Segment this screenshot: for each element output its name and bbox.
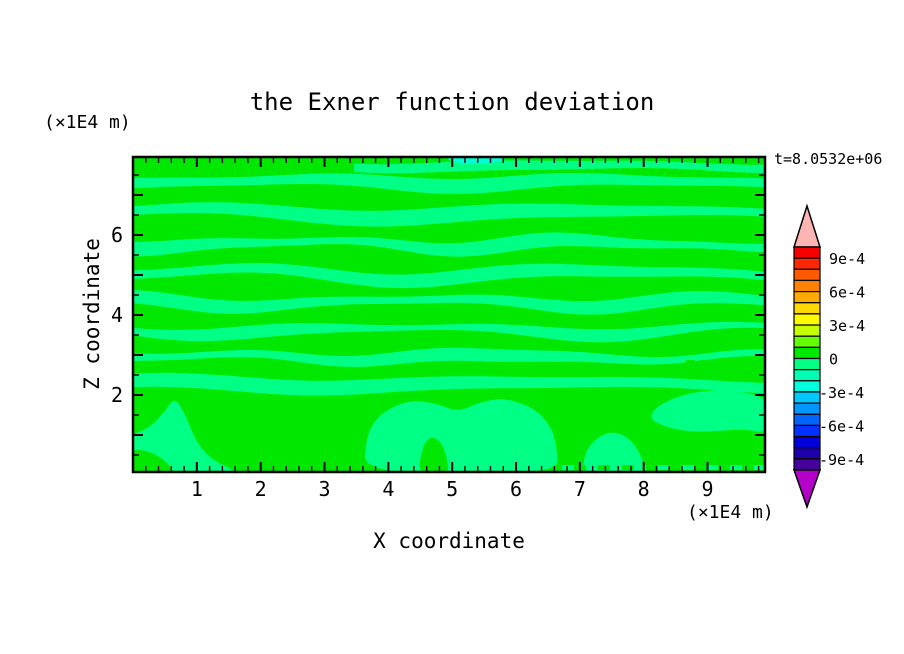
colorbar-segment (793, 391, 821, 404)
time-annotation: t=8.0532e+06 (774, 150, 883, 168)
negative-contour-blob (583, 432, 644, 472)
colorbar-segment (793, 291, 821, 304)
y-axis-unit-label: (×1E4 m) (44, 112, 131, 133)
colorbar-segment (793, 447, 821, 460)
colorbar-segment (793, 302, 821, 315)
negative-contour-band (133, 372, 765, 396)
colorbar-label: 6e-4 (829, 284, 865, 302)
bottom-grid-cell (670, 465, 682, 470)
bottom-grid-cell (610, 465, 622, 470)
x-tick-label: 6 (510, 477, 522, 501)
colorbar-segment (793, 458, 821, 471)
bottom-grid-cell (694, 465, 706, 470)
colorbar-segment (793, 257, 821, 270)
colorbar-segment (793, 335, 821, 348)
positive-contour-blob (133, 450, 174, 472)
colorbar-label: -9e-4 (819, 451, 864, 469)
negative-contour-band (133, 347, 765, 367)
colorbar-over-arrow (792, 203, 822, 248)
y-tick-label: 6 (111, 223, 123, 247)
x-tick-label: 1 (191, 477, 203, 501)
bottom-grid-cell (598, 465, 610, 470)
positive-contour-blob (419, 437, 449, 472)
x-tick-label: 3 (318, 477, 330, 501)
colorbar-segment (793, 346, 821, 360)
bottom-grid-cell (742, 465, 754, 470)
colorbar-under-arrow (792, 469, 822, 510)
contour-dash (686, 360, 695, 363)
negative-contour-blob (364, 399, 558, 472)
colorbar-segment (793, 268, 821, 282)
bottom-grid-cell (718, 465, 730, 470)
x-tick-label: 4 (382, 477, 394, 501)
colorbar-segment (793, 369, 821, 382)
bottom-grid-cell (706, 465, 718, 470)
y-tick-label: 2 (111, 383, 123, 407)
bottom-grid-cell (634, 465, 646, 470)
x-tick-label: 8 (638, 477, 650, 501)
negative-contour-band (133, 173, 765, 194)
negative-contour-band (133, 290, 765, 315)
x-tick-label: 7 (574, 477, 586, 501)
x-tick-label: 9 (702, 477, 714, 501)
bottom-grid-cell (658, 465, 670, 470)
colorbar-segment (793, 402, 821, 415)
y-axis-title: Z coordinate (80, 238, 104, 390)
colorbar (792, 203, 822, 510)
contour-dash (711, 361, 718, 364)
negative-contour-band (133, 321, 765, 343)
bottom-grid-cell (730, 465, 742, 470)
colorbar-label: 3e-4 (829, 317, 865, 335)
colorbar-segment (793, 324, 821, 337)
x-tick-label: 5 (446, 477, 458, 501)
chart-title: the Exner function deviation (249, 88, 655, 116)
plot-frame (131, 155, 767, 474)
negative-contour-band (354, 160, 765, 174)
negative-contour-blob (651, 390, 765, 432)
colorbar-label: -3e-4 (819, 384, 864, 402)
contour-field (133, 157, 765, 472)
colorbar-segment (793, 357, 821, 371)
bottom-grid-cell (754, 465, 765, 470)
axis-ticks (134, 158, 764, 471)
bottom-grid-cell (622, 465, 634, 470)
colorbar-segment (793, 413, 821, 426)
colorbar-segment (793, 279, 821, 293)
colorbar-segment (793, 246, 821, 259)
colorbar-label: 0 (829, 351, 838, 369)
colorbar-segment (793, 435, 821, 449)
contour-dash (699, 360, 707, 363)
negative-contour-band (133, 232, 765, 257)
colorbar-segment (793, 424, 821, 438)
bottom-grid-cell (646, 465, 658, 470)
x-tick-label: 2 (255, 477, 267, 501)
colorbar-segment (793, 313, 821, 326)
y-tick-label: 4 (111, 303, 123, 327)
negative-contour-blob (133, 400, 235, 472)
negative-contour-band (133, 263, 765, 289)
colorbar-segment (793, 380, 821, 393)
negative-contour-band (133, 202, 765, 227)
x-axis-unit-label: (×1E4 m) (687, 502, 774, 523)
colorbar-label: 9e-4 (829, 250, 865, 268)
bottom-grid-cell (682, 465, 694, 470)
bottom-grid-cell (562, 465, 574, 470)
colorbar-label: -6e-4 (819, 417, 864, 435)
x-axis-title: X coordinate (373, 529, 525, 553)
